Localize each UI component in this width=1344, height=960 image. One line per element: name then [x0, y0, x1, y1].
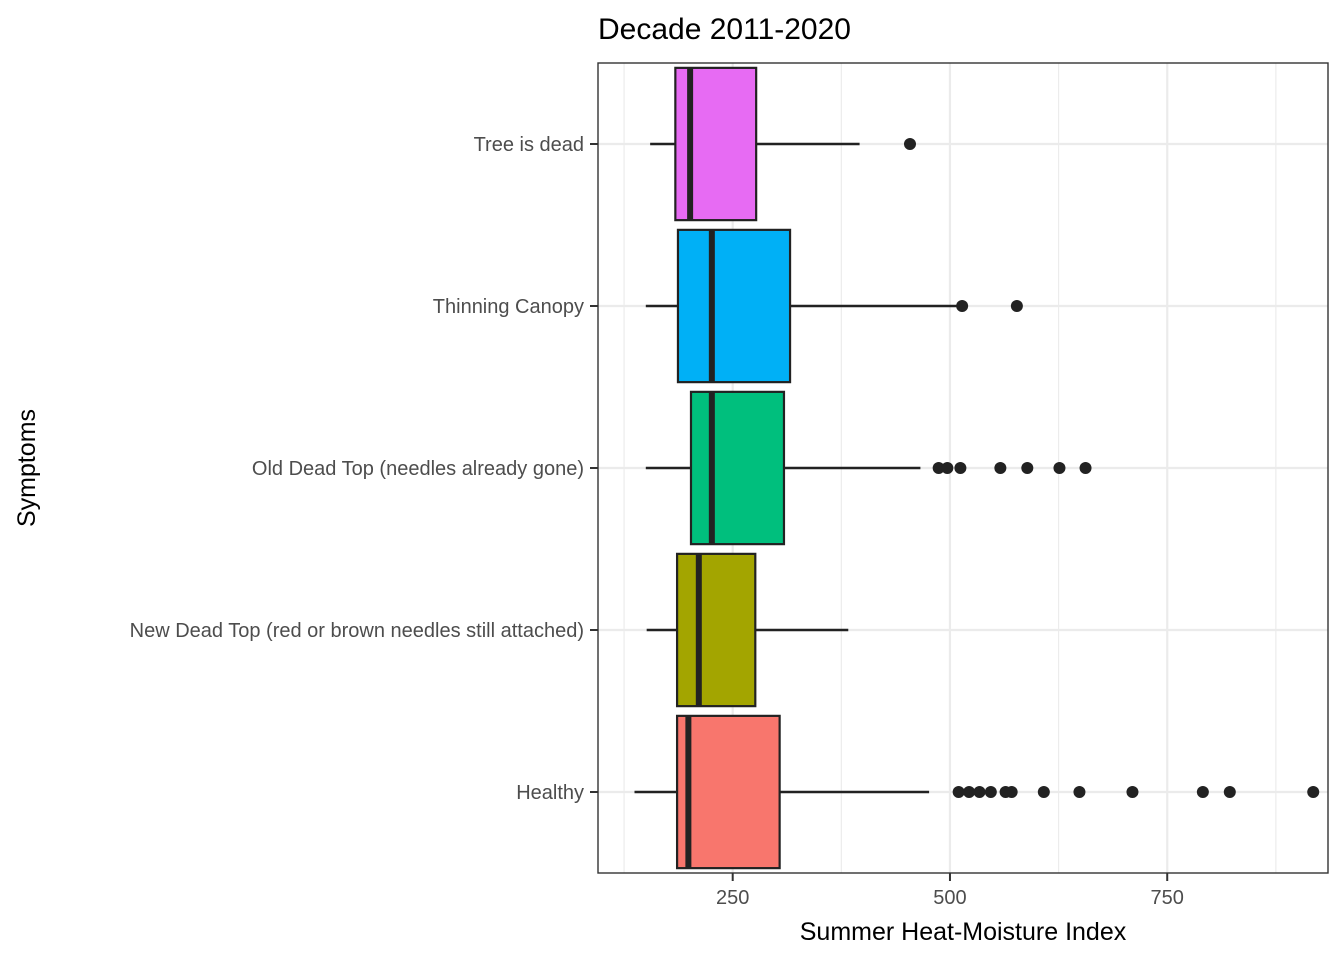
box-group [634, 714, 1320, 870]
outlier-point [1223, 786, 1236, 798]
x-tick-label: 250 [716, 887, 749, 909]
box-group [650, 66, 916, 222]
y-tick-label: Thinning Canopy [433, 296, 584, 318]
outlier-point [1196, 786, 1209, 798]
outlier-point [1021, 462, 1034, 474]
box-group [645, 390, 1092, 546]
iqr-box [676, 228, 792, 384]
outlier-point [1010, 300, 1023, 312]
outlier-point [1073, 786, 1086, 798]
outlier-point [1079, 462, 1092, 474]
outlier-point [994, 462, 1007, 474]
outlier-point [1307, 786, 1320, 798]
outlier-point [1037, 786, 1050, 798]
outlier-point [952, 786, 965, 798]
boxplot-series [634, 66, 1320, 870]
y-tick-label: Old Dead Top (needles already gone) [252, 458, 584, 480]
outlier-point [954, 462, 967, 474]
box-group [646, 552, 849, 708]
outlier-point [963, 786, 976, 798]
outlier-point [1005, 786, 1018, 798]
outlier-point [932, 462, 945, 474]
y-axis-title: Symptoms [13, 409, 41, 527]
outlier-point [973, 786, 986, 798]
y-tick-label: Tree is dead [474, 134, 584, 156]
x-tick-label: 750 [1151, 887, 1184, 909]
box-group [645, 228, 1023, 384]
chart-title: Decade 2011-2020 [598, 13, 851, 46]
y-tick-label: Healthy [516, 782, 584, 804]
iqr-box [689, 390, 786, 546]
outlier-point [941, 462, 954, 474]
iqr-box [675, 552, 757, 708]
x-tick-label: 500 [933, 887, 966, 909]
outlier-point [1053, 462, 1066, 474]
outlier-point [984, 786, 997, 798]
outlier-point [903, 138, 916, 150]
outlier-point [956, 300, 969, 312]
x-axis-title: Summer Heat-Moisture Index [800, 918, 1127, 946]
x-axis: 250 500 750 [716, 873, 1184, 909]
y-axis: Healthy New Dead Top (red or brown needle… [130, 134, 598, 804]
y-tick-label: New Dead Top (red or brown needles still… [130, 620, 584, 642]
outlier-point [1126, 786, 1139, 798]
iqr-box [675, 714, 781, 870]
